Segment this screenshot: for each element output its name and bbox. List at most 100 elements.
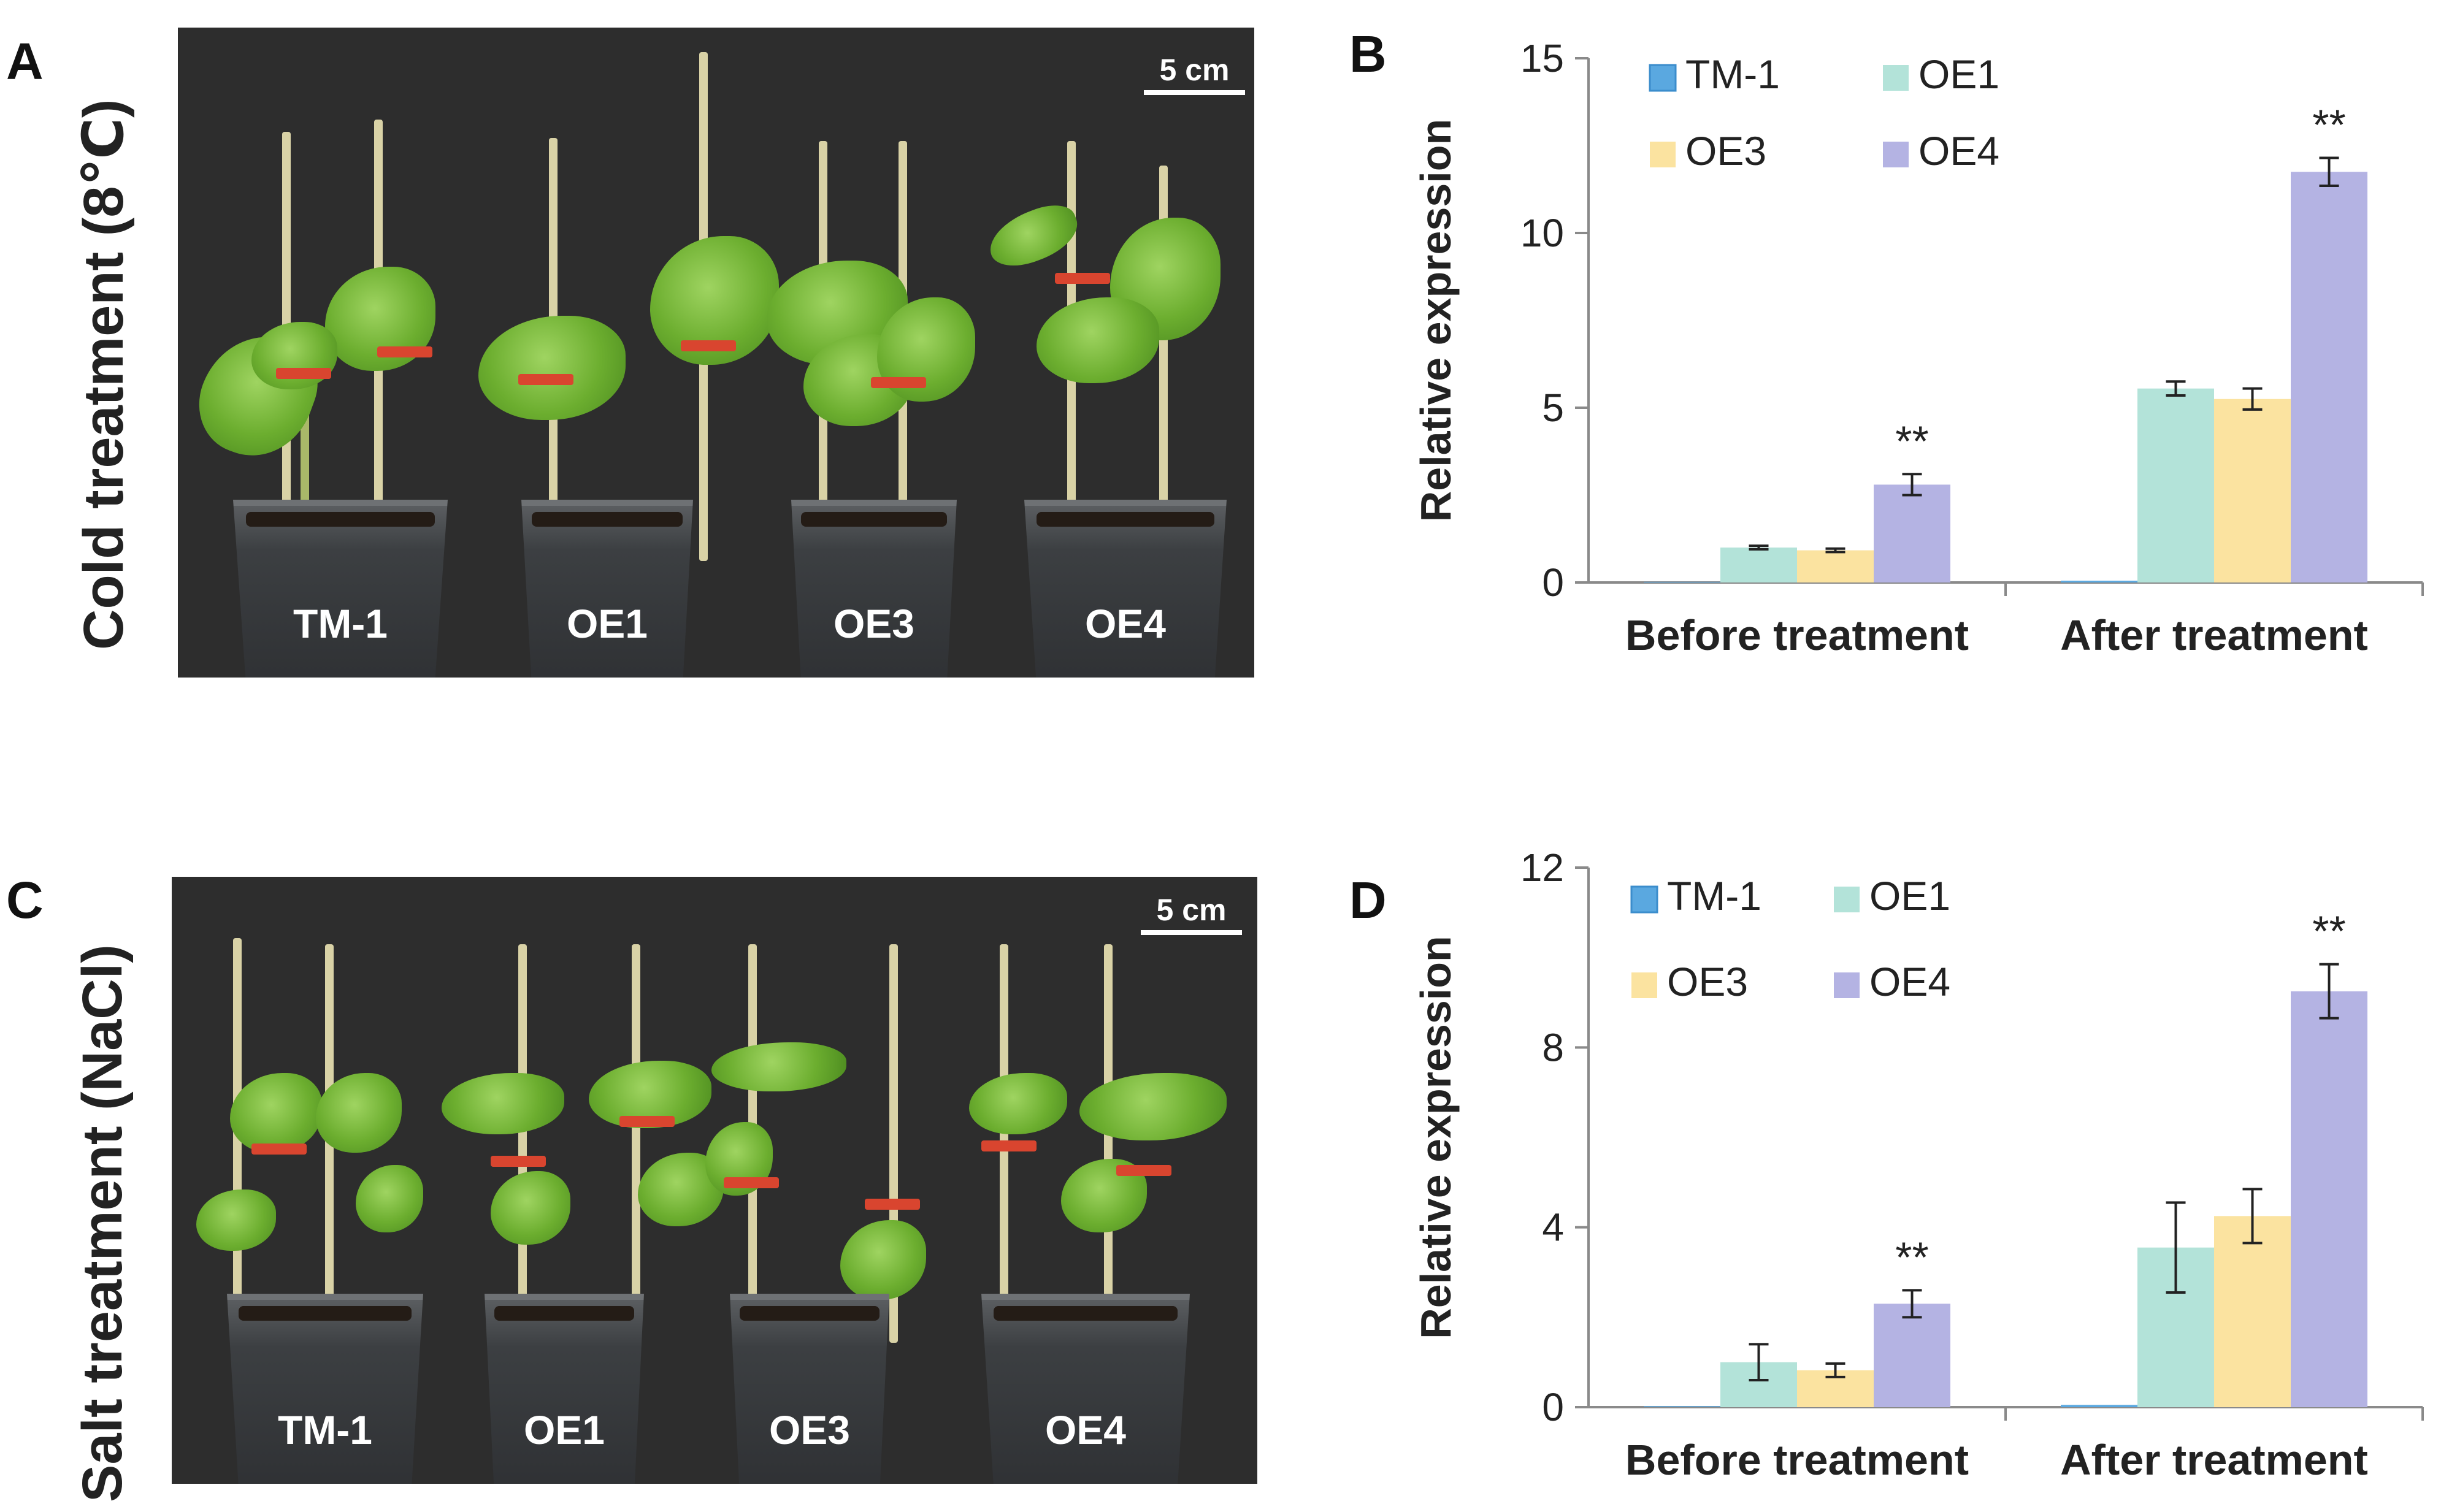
y-tick-label: 12 [1520,846,1564,890]
scale-bar-a-line [1144,90,1245,95]
plant-tie [619,1116,675,1127]
legend-swatch-oe3 [1631,972,1657,998]
support-stick [632,944,640,1343]
legend-swatch-oe4 [1834,972,1860,998]
significance-marker: ** [1895,417,1928,465]
legend-swatch-oe1 [1883,65,1909,91]
scale-bar-a-label: 5 cm [1159,53,1230,87]
bar-oe4 [1874,1304,1950,1407]
plant-leaf [230,1073,322,1153]
scale-bar-c-label: 5 cm [1156,893,1227,927]
y-axis-label: Relative expression [1412,936,1460,1339]
bar-oe4 [2291,991,2367,1407]
pot-label-oe4: OE4 [1044,1407,1127,1453]
y-axis-label: Relative expression [1412,119,1460,522]
scale-bar-c-line [1141,930,1242,935]
panel-letter-a: A [6,32,44,90]
panel-letter-c: C [6,871,44,929]
pot-label-oe3: OE3 [768,1407,851,1453]
bar-tm-1 [2061,1405,2137,1407]
plant-tie [1116,1165,1171,1176]
legend-swatch-oe1 [1834,887,1860,912]
plant-leaf [251,322,337,389]
significance-marker: ** [1895,1233,1928,1281]
legend-label-oe1: OE1 [1918,52,1999,97]
scale-bar-c: 5 cm [1141,892,1242,935]
y-tick-label: 15 [1520,36,1564,80]
legend-label-oe4: OE4 [1869,959,1950,1004]
plant-pot: OE3 [730,1294,889,1484]
pot-label-oe3: OE3 [833,601,915,646]
y-tick-label: 0 [1542,560,1564,605]
plant-tie [681,340,736,351]
legend-swatch-tm-1 [1630,885,1658,914]
legend-label-oe4: OE4 [1918,128,1999,174]
legend-swatch-oe3 [1650,142,1676,167]
plant-leaf [1037,297,1159,383]
panel-letter-b: B [1349,25,1387,83]
plant-tie [251,1144,307,1155]
plant-tie [981,1140,1037,1151]
x-category-label: After treatment [2060,611,2368,659]
x-category-label: Before treatment [1625,1436,1969,1484]
plant-leaf [316,1073,402,1153]
y-tick-label: 8 [1542,1025,1564,1069]
plant-leaf [478,316,626,420]
panel-letter-d: D [1349,871,1387,929]
bar-oe1 [1720,548,1797,582]
plant-pot: TM-1 [227,1294,423,1484]
pot-label-oe4: OE4 [1084,601,1167,646]
plant-leaf [711,1042,846,1091]
salt-treatment-title: Salt treatment (NaCl) [71,944,134,1502]
bar-oe1 [2137,388,2214,582]
x-category-label: Before treatment [1625,611,1969,659]
pot-label-oe1: OE1 [523,1407,605,1453]
plant-tie [491,1156,546,1167]
plant-pot: OE3 [791,500,957,678]
x-category-label: After treatment [2060,1436,2368,1484]
pot-label-tm1: TM-1 [293,601,388,646]
plant-tie [1055,273,1110,284]
legend-label-oe3: OE3 [1667,959,1748,1004]
y-tick-label: 5 [1542,386,1564,430]
plant-tie [276,368,331,379]
plant-leaf [1079,1073,1227,1140]
plant-tie [865,1199,920,1210]
significance-marker: ** [2312,101,2345,148]
support-stick [518,944,527,1343]
bar-tm-1 [2061,581,2137,582]
plant-leaf [840,1220,926,1300]
legend-label-oe3: OE3 [1685,128,1766,174]
plant-tie [518,374,573,385]
support-stick [1104,944,1113,1343]
significance-marker: ** [2312,907,2345,955]
cold-treatment-title: Cold treatment (8℃) [72,99,135,650]
legend-swatch-oe4 [1883,142,1909,167]
plant-tie [871,377,926,388]
legend-label-tm-1: TM-1 [1685,52,1780,97]
salt-treatment-photo: 5 cm TM-1 OE1 OE3 OE4 [172,877,1257,1484]
legend-label-tm-1: TM-1 [1667,873,1761,918]
pot-label-oe1: OE1 [566,601,648,646]
bar-oe3 [2214,399,2291,582]
y-tick-label: 4 [1542,1205,1564,1250]
plant-tie [377,346,432,357]
bar-oe3 [1797,550,1874,582]
plant-leaf [442,1073,564,1134]
plant-pot: OE1 [521,500,693,678]
cold-treatment-photo: 5 cm TM-1 OE1 OE3 OE4 [178,28,1254,678]
bar-oe4 [2291,172,2367,582]
scale-bar-a: 5 cm [1144,52,1245,95]
legend-swatch-tm-1 [1649,64,1677,92]
bar-oe4 [1874,484,1950,582]
plant-pot: OE1 [485,1294,644,1484]
plant-pot: TM-1 [233,500,448,678]
plant-tie [724,1177,779,1188]
bar-oe3 [2214,1216,2291,1407]
plant-leaf [491,1171,570,1245]
plant-leaf [969,1073,1067,1134]
chart-b: 0 5 10 15 Relative expression Before treatmen… [1412,36,2424,659]
legend-label-oe1: OE1 [1869,873,1950,918]
plant-leaf [356,1165,423,1232]
chart-d: 0 4 8 12 Relative expression Before treatment… [1412,846,2424,1484]
